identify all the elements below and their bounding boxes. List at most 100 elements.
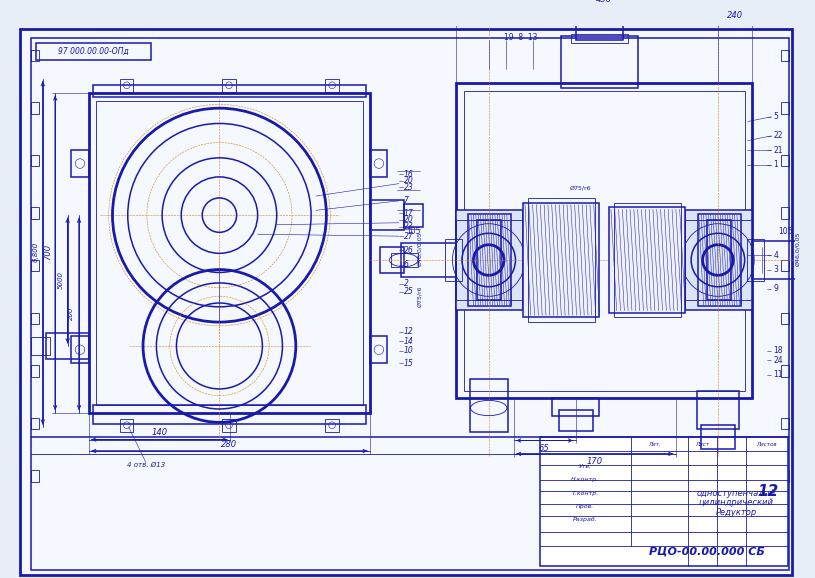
Text: 20: 20: [403, 216, 413, 224]
Bar: [614, 203, 681, 317]
Bar: [401, 243, 456, 277]
Bar: [781, 417, 789, 429]
Text: 4 отв. Ø13: 4 отв. Ø13: [127, 462, 165, 468]
Text: 22: 22: [773, 131, 782, 140]
Text: 97 000.00.00-ОПд: 97 000.00.00-ОПд: [58, 47, 129, 56]
Bar: [222, 79, 236, 92]
Bar: [747, 239, 764, 281]
Bar: [445, 239, 462, 281]
Text: 17: 17: [403, 209, 413, 218]
Bar: [456, 83, 752, 398]
Text: 170: 170: [587, 457, 603, 466]
Bar: [31, 417, 39, 429]
Text: 15: 15: [403, 358, 413, 368]
Text: 19  8  13: 19 8 13: [504, 33, 537, 42]
Bar: [570, 34, 628, 43]
Bar: [528, 198, 595, 322]
Bar: [222, 418, 236, 432]
Text: 6: 6: [403, 260, 408, 269]
Bar: [701, 425, 735, 449]
Text: Листов: Листов: [756, 442, 777, 447]
Bar: [31, 470, 39, 481]
Text: Лит.: Лит.: [649, 442, 661, 447]
Bar: [46, 332, 89, 360]
Text: одноступенчатый: одноступенчатый: [696, 488, 776, 498]
Text: 26: 26: [403, 246, 413, 255]
Bar: [478, 220, 501, 300]
Text: 200: 200: [68, 307, 74, 320]
Bar: [31, 260, 39, 272]
Bar: [36, 43, 151, 61]
Text: Пров.: Пров.: [576, 504, 594, 509]
Text: 450: 450: [597, 0, 612, 4]
Text: 140: 140: [152, 428, 167, 438]
Text: 27: 27: [403, 232, 413, 240]
Bar: [120, 418, 134, 432]
Bar: [464, 91, 745, 391]
Bar: [89, 93, 370, 413]
Text: 23: 23: [403, 222, 413, 231]
Bar: [456, 210, 523, 310]
Bar: [370, 150, 387, 177]
Bar: [584, 12, 617, 23]
Bar: [552, 398, 600, 416]
Bar: [325, 418, 339, 432]
Bar: [31, 155, 39, 166]
Text: Лист: Лист: [696, 442, 710, 447]
Text: Утв.: Утв.: [579, 464, 592, 469]
Bar: [325, 79, 339, 92]
Bar: [781, 50, 789, 61]
Text: 24: 24: [773, 356, 783, 365]
Bar: [370, 200, 403, 231]
Bar: [72, 336, 89, 363]
Text: 3: 3: [773, 265, 778, 274]
Text: Ø75/r6: Ø75/r6: [570, 186, 591, 191]
Text: Разраб.: Разраб.: [573, 517, 597, 523]
Bar: [781, 208, 789, 219]
Text: 20: 20: [403, 176, 413, 186]
Bar: [685, 210, 752, 310]
Text: 11: 11: [773, 370, 782, 379]
Bar: [781, 102, 789, 114]
Bar: [31, 102, 39, 114]
Text: 12: 12: [757, 484, 778, 499]
Bar: [609, 208, 685, 313]
Text: Ø75/r6: Ø75/r6: [417, 286, 422, 307]
Bar: [94, 405, 366, 424]
Bar: [562, 36, 637, 88]
Text: 4: 4: [773, 251, 778, 260]
Bar: [781, 260, 789, 272]
Text: 6,800: 6,800: [32, 242, 38, 262]
Text: РЦО-00.00.000 СБ: РЦО-00.00.000 СБ: [650, 546, 765, 556]
Text: Ø46,0/0,05: Ø46,0/0,05: [417, 231, 422, 266]
Text: 105: 105: [406, 227, 421, 236]
Bar: [31, 338, 51, 354]
Bar: [31, 313, 39, 324]
Text: Редуктор: Редуктор: [716, 507, 756, 517]
Bar: [575, 21, 623, 40]
Text: 10: 10: [403, 346, 413, 355]
Text: 700: 700: [43, 244, 52, 261]
Text: 16: 16: [403, 169, 413, 179]
Text: 25: 25: [403, 287, 413, 296]
Bar: [403, 203, 423, 227]
Bar: [31, 50, 39, 61]
Bar: [469, 379, 508, 432]
Text: 105: 105: [778, 227, 793, 236]
Bar: [31, 208, 39, 219]
Bar: [391, 253, 418, 266]
Text: 280: 280: [221, 440, 237, 449]
Bar: [697, 391, 739, 429]
Text: Т.контр.: Т.контр.: [571, 491, 599, 495]
Bar: [540, 436, 787, 566]
Text: Ø46,0/0,05: Ø46,0/0,05: [795, 231, 800, 266]
Text: 2: 2: [403, 279, 408, 288]
Bar: [781, 155, 789, 166]
Bar: [685, 220, 752, 300]
Text: 23: 23: [403, 183, 413, 192]
Bar: [468, 214, 511, 306]
Bar: [456, 220, 523, 300]
Text: 1: 1: [773, 160, 778, 169]
Bar: [781, 313, 789, 324]
Text: 9: 9: [773, 284, 778, 293]
